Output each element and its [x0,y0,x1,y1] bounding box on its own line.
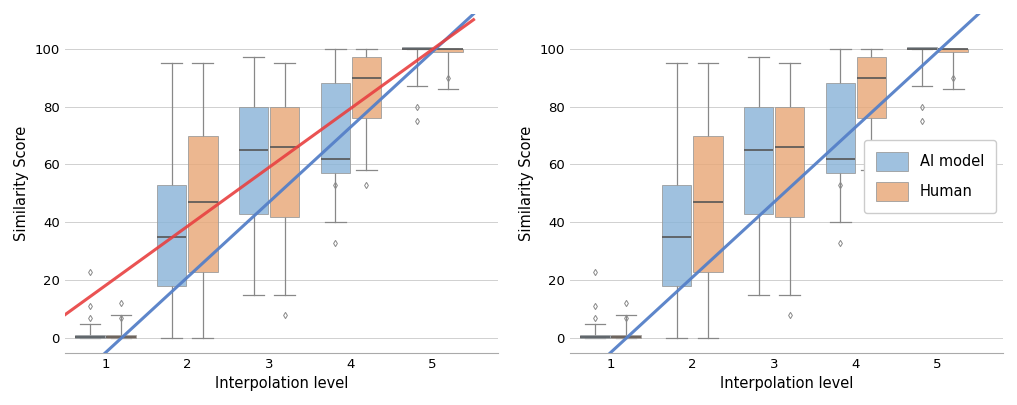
Bar [775,107,804,217]
Bar [320,83,350,173]
Bar [433,49,463,51]
Bar [75,335,105,338]
Bar [270,107,299,217]
Legend: AI model, Human: AI model, Human [864,140,996,213]
Bar [188,136,218,272]
X-axis label: Interpolation level: Interpolation level [720,376,853,391]
Y-axis label: Similarity Score: Similarity Score [14,126,28,241]
Bar [157,185,186,286]
Bar [611,335,641,338]
Bar [403,47,432,49]
Bar [106,335,135,338]
Bar [907,47,937,49]
Y-axis label: Similarity Score: Similarity Score [519,126,534,241]
Bar [581,335,609,338]
Bar [939,49,968,51]
X-axis label: Interpolation level: Interpolation level [215,376,348,391]
Bar [743,107,773,214]
Bar [239,107,268,214]
Bar [694,136,722,272]
Bar [352,58,381,118]
Bar [856,58,886,118]
Bar [826,83,855,173]
Bar [662,185,692,286]
